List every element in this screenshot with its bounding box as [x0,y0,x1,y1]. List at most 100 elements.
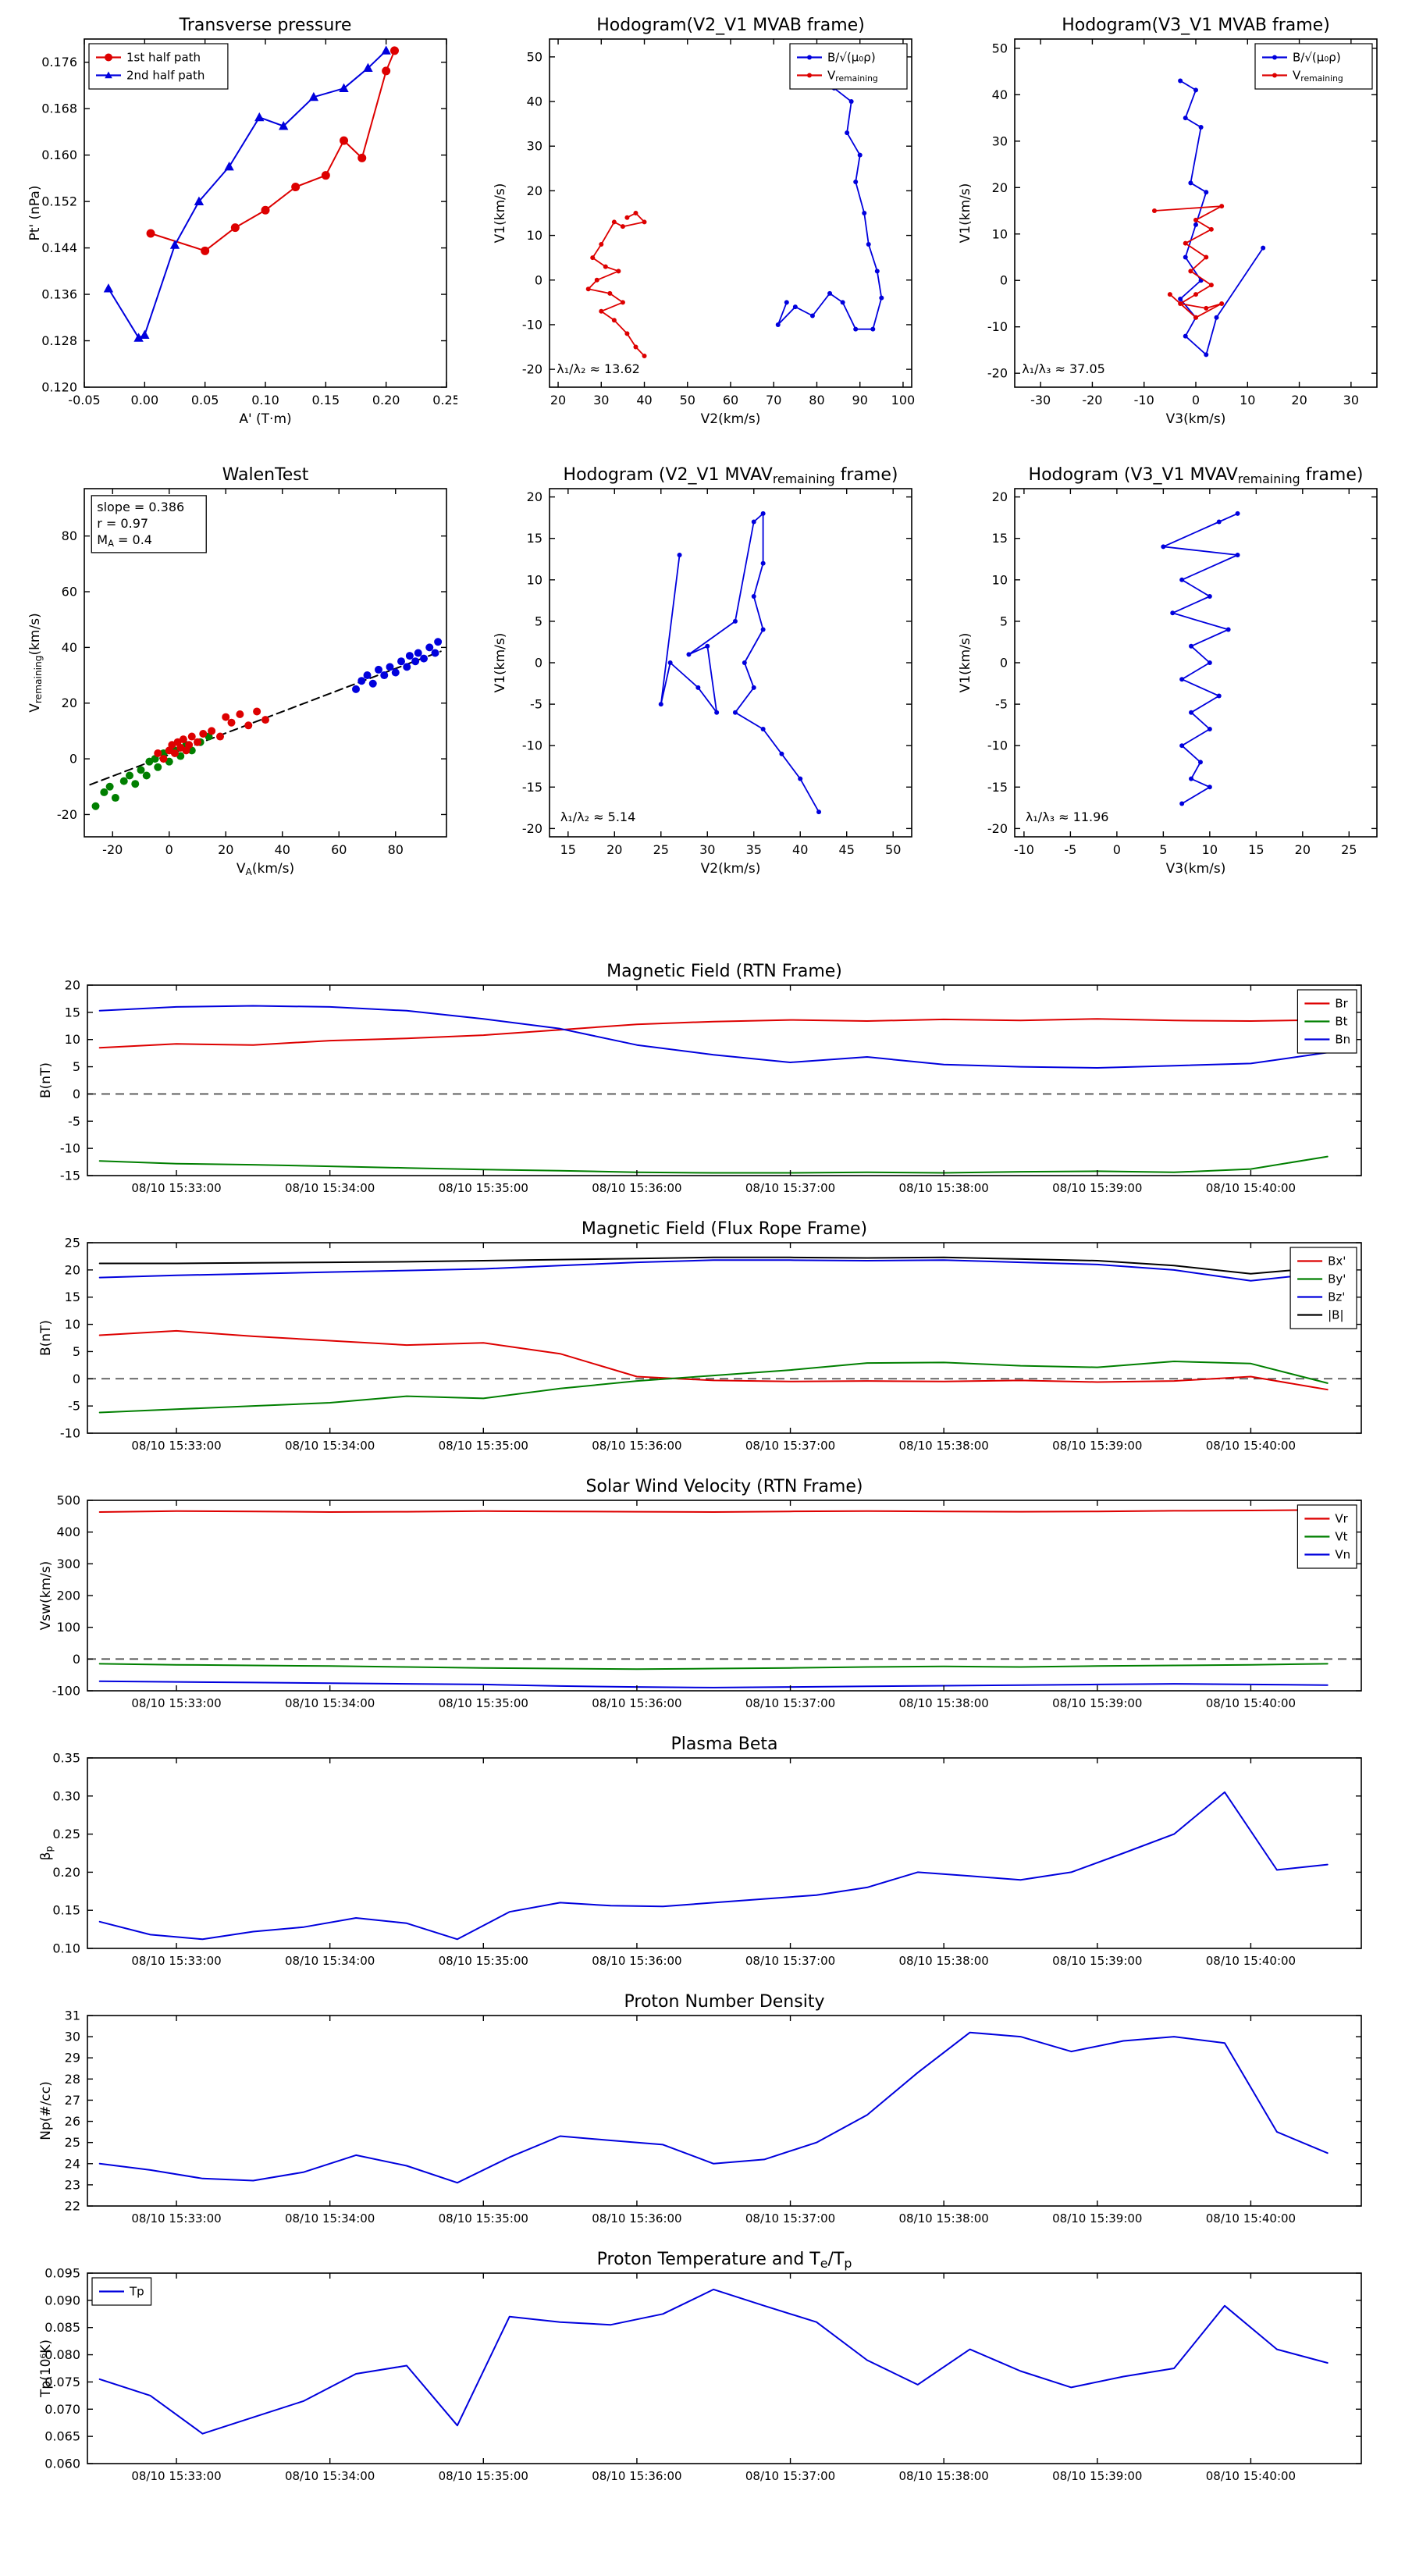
point-marker [760,726,766,731]
point-marker [146,229,155,238]
series-line [98,2031,1329,2184]
x-tick-label: 08/10 15:35:00 [439,1181,528,1195]
x-tick-label: 08/10 15:36:00 [592,1696,681,1710]
x-tick-label: 45 [839,842,855,857]
axes-frame [84,488,447,838]
point-marker [742,660,747,665]
point-marker [1208,283,1214,288]
point-marker [1193,222,1198,227]
point-marker [845,130,850,136]
point-marker [1183,116,1188,121]
point-marker [879,295,884,301]
triangle-marker [140,329,150,339]
y-axis-label: V1(km/s) [958,633,973,693]
x-tick-label: 08/10 15:39:00 [1052,1954,1142,1968]
triangle-marker [194,196,205,206]
y-tick-label: -10 [522,317,542,332]
point-marker [732,618,738,624]
y-tick-label: 26 [65,2114,80,2129]
point-marker [760,560,766,566]
point-marker [1214,315,1219,320]
point-marker [216,732,224,741]
triangle-marker [133,333,144,342]
point-marker [425,643,434,652]
x-tick-label: 80 [809,393,824,407]
point-marker [658,702,663,707]
point-marker [397,657,405,666]
point-marker [1183,240,1188,246]
y-tick-label: 0.160 [41,148,77,162]
point-marker [1178,297,1183,302]
plot-area [87,985,1361,1176]
triangle-marker [105,71,112,79]
point-marker [1272,55,1277,60]
point-marker [403,663,411,671]
y-tick-label: 40 [527,94,542,109]
point-marker [227,718,236,727]
point-marker [244,721,253,730]
series-line [98,1361,1329,1414]
y-tick-label: 0 [1000,656,1008,671]
y-tick-label: 0.10 [52,1941,80,1956]
axes-frame [87,2015,1362,2207]
point-marker [775,322,781,327]
point-marker [340,136,349,145]
point-marker [751,594,756,600]
y-tick-label: 0 [535,656,542,671]
plot-area [1015,39,1377,387]
y-tick-label: -10 [987,319,1008,334]
y-tick-label: 0 [535,272,542,287]
y-tick-label: 10 [65,1032,80,1047]
series-line [1154,205,1222,318]
x-tick-label: 0.10 [251,393,279,407]
point-marker [1204,190,1209,195]
y-tick-label: -100 [52,1684,80,1699]
point-marker [599,308,604,314]
point-marker [714,710,720,715]
series-line [98,2288,1329,2435]
point-marker [1179,743,1185,749]
x-tick-label: 20 [1291,393,1307,407]
y-tick-label: 0.060 [44,2457,80,2471]
y-tick-label: 0.25 [52,1827,80,1841]
y-tick-label: -5 [995,697,1008,712]
point-marker [253,707,261,716]
y-tick-label: 0.136 [41,287,77,302]
y-tick-label: 0.168 [41,101,77,116]
chart-magnetic-field-flux-rope: 08/10 15:33:00 08/10 15:34:00 08/10 15:35:… [31,1218,1374,1469]
x-tick-label: 0 [1192,393,1200,407]
y-axis-label: Vsw(km/s) [38,1561,54,1631]
point-marker [386,663,394,671]
x-tick-label: 0.05 [191,393,219,407]
x-axis-label: VA(km/s) [237,861,294,877]
point-marker [611,219,617,225]
point-marker [827,290,833,296]
chart-hodogram-v2v1-mvav: 15 20 25 30 35 40 45 50 -20 -15 -10 -5 0 5 10 15 20 Hodog… [482,461,923,882]
legend-label: Br [1335,997,1348,1011]
x-tick-label: 08/10 15:33:00 [131,1439,221,1453]
y-tick-label: 10 [992,572,1008,587]
y-tick-label: 15 [65,1290,80,1304]
y-tick-label: 0.120 [41,380,77,395]
point-marker [784,300,789,305]
y-tick-label: 20 [992,180,1008,195]
x-tick-label: -30 [1030,393,1051,407]
y-tick-label: 0 [73,1652,80,1667]
x-tick-label: 08/10 15:38:00 [898,1696,988,1710]
y-tick-label: 0.080 [44,2347,80,2362]
y-tick-label: 50 [992,41,1008,55]
point-marker [201,246,210,255]
x-tick-label: -5 [1064,842,1076,857]
x-tick-label: 08/10 15:33:00 [131,2469,221,2483]
x-tick-label: 0.25 [432,393,457,407]
legend-label: 2nd half path [126,69,205,83]
legend-label: Bn [1335,1033,1350,1047]
plot-area [87,1758,1361,1948]
y-tick-label: 500 [56,1493,80,1508]
point-marker [368,679,377,688]
point-marker [1198,124,1204,130]
point-marker [760,627,766,632]
point-marker [760,511,766,516]
chart-canvas: 20 30 40 50 60 70 80 90 100 -20 -10 0 10 20 30 40 50 Hodo… [493,16,915,427]
x-tick-label: 08/10 15:37:00 [745,1954,835,1968]
